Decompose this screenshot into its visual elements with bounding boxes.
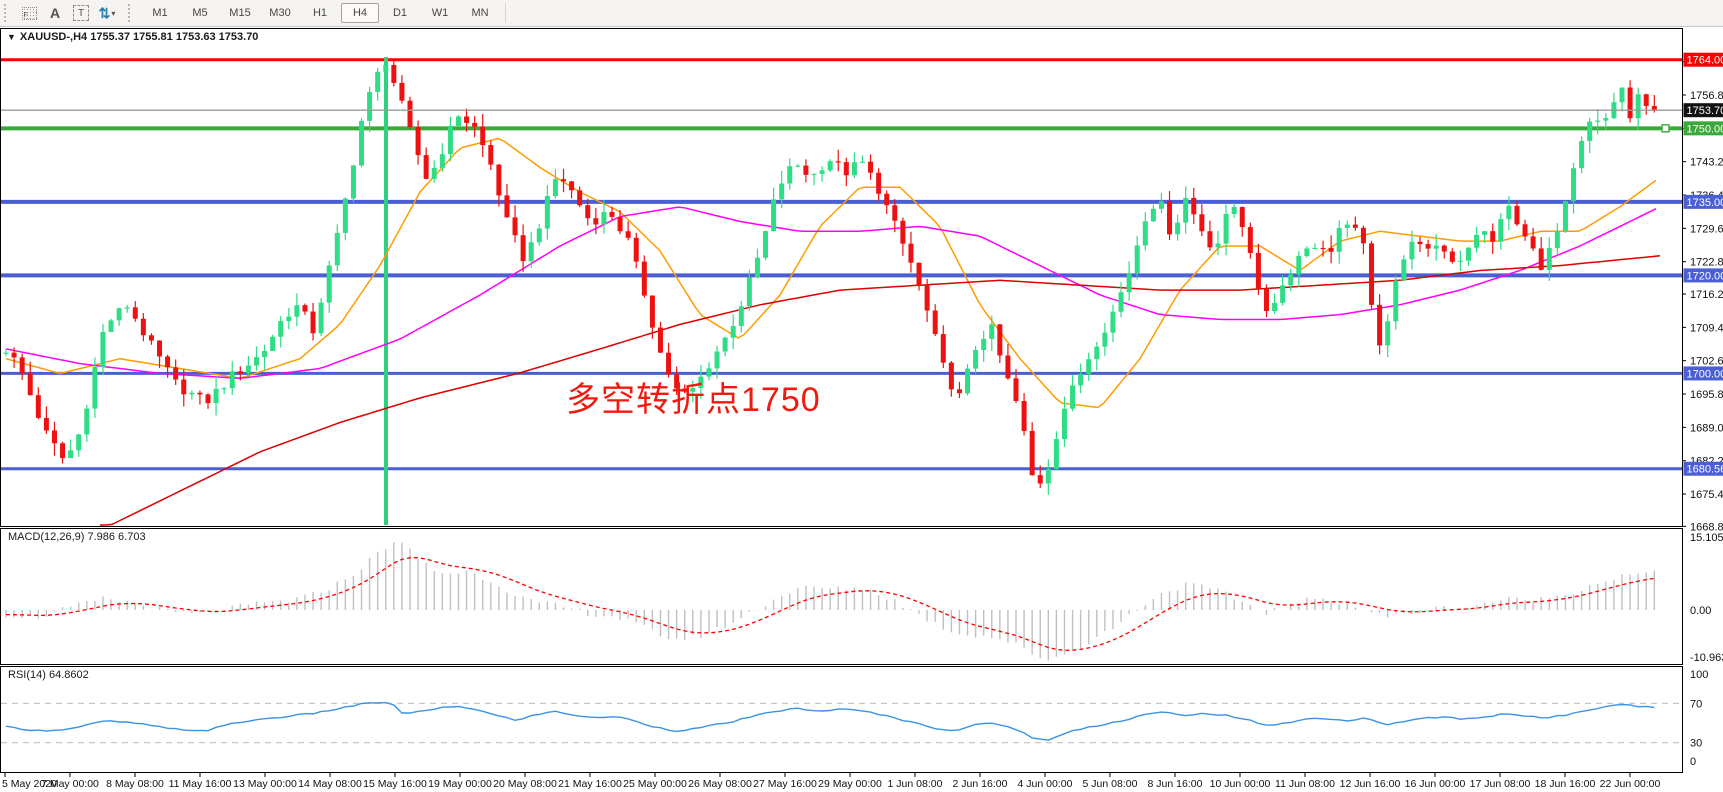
svg-text:70: 70	[1690, 698, 1702, 710]
svg-text:1668.80: 1668.80	[1690, 521, 1723, 533]
svg-text:8 Jun 16:00: 8 Jun 16:00	[1148, 778, 1203, 790]
text-label-icon[interactable]: T	[68, 1, 94, 25]
svg-text:1720.00: 1720.00	[1687, 270, 1723, 282]
svg-text:11 May 16:00: 11 May 16:00	[169, 778, 232, 790]
toolbar: F A T ⇅ ▾ M1 M5 M15 M30 H1 H4 D1 W1 MN	[0, 0, 1723, 27]
svg-text:14 May 08:00: 14 May 08:00	[298, 778, 362, 790]
svg-text:22 Jun 00:00: 22 Jun 00:00	[1600, 778, 1661, 790]
rsi-scale-labels: 100 70 30 0	[1690, 669, 1708, 768]
svg-text:1680.56: 1680.56	[1687, 464, 1723, 476]
timeframe-button-W1[interactable]: W1	[431, 7, 449, 19]
price-badge-1680.56[interactable]: 1680.56	[1683, 461, 1723, 476]
candlesticks	[3, 59, 1657, 495]
price-badge-1764[interactable]: 1764.00	[1683, 52, 1723, 67]
panel-frames	[0, 28, 1683, 773]
svg-text:0: 0	[1690, 756, 1696, 768]
timeframe-button-M15[interactable]: M15	[229, 7, 251, 19]
svg-text:0.00: 0.00	[1690, 605, 1711, 617]
timeframe-button-D1[interactable]: D1	[392, 7, 408, 19]
macd-indicator	[5, 542, 1656, 661]
svg-text:16 Jun 00:00: 16 Jun 00:00	[1405, 778, 1466, 790]
ma-fast-orange-line	[5, 137, 1657, 409]
price-badge-1700[interactable]: 1700.00	[1683, 366, 1723, 381]
macd-signal-line	[5, 557, 1655, 651]
svg-text:4 Jun 00:00: 4 Jun 00:00	[1018, 778, 1073, 790]
svg-text:1695.80: 1695.80	[1690, 389, 1723, 401]
font-a-icon[interactable]: A	[49, 5, 61, 21]
svg-text:1702.60: 1702.60	[1690, 356, 1723, 368]
svg-text:1675.40: 1675.40	[1690, 489, 1723, 501]
svg-text:29 May 00:00: 29 May 00:00	[818, 778, 882, 790]
svg-text:12 Jun 16:00: 12 Jun 16:00	[1340, 778, 1401, 790]
svg-text:7 May 00:00: 7 May 00:00	[41, 778, 99, 790]
svg-text:10 Jun 00:00: 10 Jun 00:00	[1210, 778, 1271, 790]
svg-text:8 May 08:00: 8 May 08:00	[106, 778, 164, 790]
svg-text:5 May 2020: 5 May 2020	[2, 778, 57, 790]
svg-text:1729.60: 1729.60	[1690, 223, 1723, 235]
svg-text:30: 30	[1690, 738, 1702, 750]
price-badge-1720[interactable]: 1720.00	[1683, 268, 1723, 283]
cycle-arrows-glyph: ⇅	[98, 4, 111, 21]
timeframe-button-M5[interactable]: M5	[192, 7, 208, 19]
svg-text:1716.20: 1716.20	[1690, 289, 1723, 301]
svg-text:2 Jun 16:00: 2 Jun 16:00	[953, 778, 1008, 790]
current-price-badge[interactable]: 1753.70	[1683, 103, 1723, 118]
price-badge-1750[interactable]: 1750.00	[1683, 121, 1723, 136]
macd-scale-labels: 15.105 0.00 -10.963	[1690, 532, 1723, 664]
macd-label: MACD(12,26,9) 7.986 6.703	[8, 531, 146, 543]
svg-text:21 May 16:00: 21 May 16:00	[558, 778, 622, 790]
annotation-text[interactable]: 多空转折点1750	[566, 381, 821, 419]
symbol-dropdown-icon[interactable]: ▼	[7, 32, 16, 42]
svg-text:1753.70: 1753.70	[1687, 105, 1723, 117]
svg-text:5 Jun 08:00: 5 Jun 08:00	[1083, 778, 1138, 790]
timeframe-button-M30[interactable]: M30	[269, 7, 291, 19]
rsi-line	[5, 701, 1655, 741]
timeframe-button-H4[interactable]: H4	[341, 3, 379, 23]
svg-text:1750.00: 1750.00	[1687, 123, 1723, 135]
price-badge-1735[interactable]: 1735.00	[1683, 194, 1723, 209]
toolbar-drag-handle[interactable]	[4, 4, 10, 22]
svg-text:13 May 00:00: 13 May 00:00	[233, 778, 297, 790]
toolbar-separator	[505, 3, 506, 23]
toolbar-drag-handle-2[interactable]	[128, 4, 134, 22]
rsi-indicator	[1, 701, 1682, 744]
svg-text:1700.00: 1700.00	[1687, 368, 1723, 380]
svg-text:1735.00: 1735.00	[1687, 197, 1723, 209]
svg-text:1764.00: 1764.00	[1687, 55, 1723, 67]
svg-text:1722.80: 1722.80	[1690, 257, 1723, 269]
svg-text:27 May 16:00: 27 May 16:00	[753, 778, 817, 790]
svg-text:1756.80: 1756.80	[1690, 90, 1723, 102]
hline-1750[interactable]	[1, 124, 1682, 133]
svg-text:26 May 08:00: 26 May 08:00	[688, 778, 752, 790]
timeframe-button-MN[interactable]: MN	[471, 7, 489, 19]
ma-mid-magenta-line	[5, 206, 1657, 380]
dropdown-caret-icon[interactable]: ▾	[111, 8, 116, 18]
svg-text:25 May 00:00: 25 May 00:00	[623, 778, 687, 790]
svg-text:17 Jun 08:00: 17 Jun 08:00	[1470, 778, 1531, 790]
svg-text:100: 100	[1690, 669, 1708, 681]
svg-text:1 Jun 08:00: 1 Jun 08:00	[888, 778, 943, 790]
svg-text:19 May 00:00: 19 May 00:00	[428, 778, 492, 790]
svg-text:15 May 16:00: 15 May 16:00	[363, 778, 427, 790]
timeframe-button-H1[interactable]: H1	[312, 7, 328, 19]
f-grid-icon[interactable]: F	[16, 1, 42, 25]
svg-text:20 May 08:00: 20 May 08:00	[493, 778, 557, 790]
ma-slow-red-line	[100, 255, 1661, 526]
chart-title-text: XAUUSD-,H4 1755.37 1755.81 1753.63 1753.…	[19, 31, 259, 43]
svg-text:-10.963: -10.963	[1690, 652, 1723, 664]
chart-title: ▼ XAUUSD-,H4 1755.37 1755.81 1753.63 1753…	[7, 31, 258, 43]
svg-text:11 Jun 08:00: 11 Jun 08:00	[1275, 778, 1335, 790]
svg-text:1743.20: 1743.20	[1690, 157, 1723, 169]
svg-text:1709.40: 1709.40	[1690, 322, 1723, 334]
cycle-arrows-icon[interactable]: ⇅ ▾	[94, 1, 120, 25]
hline-handle	[1661, 124, 1670, 133]
rsi-label: RSI(14) 64.8602	[8, 669, 89, 681]
timeframe-button-M1[interactable]: M1	[152, 7, 168, 19]
svg-text:1689.00: 1689.00	[1690, 422, 1723, 434]
svg-text:15.105: 15.105	[1690, 532, 1723, 544]
svg-text:18 Jun 16:00: 18 Jun 16:00	[1535, 778, 1596, 790]
